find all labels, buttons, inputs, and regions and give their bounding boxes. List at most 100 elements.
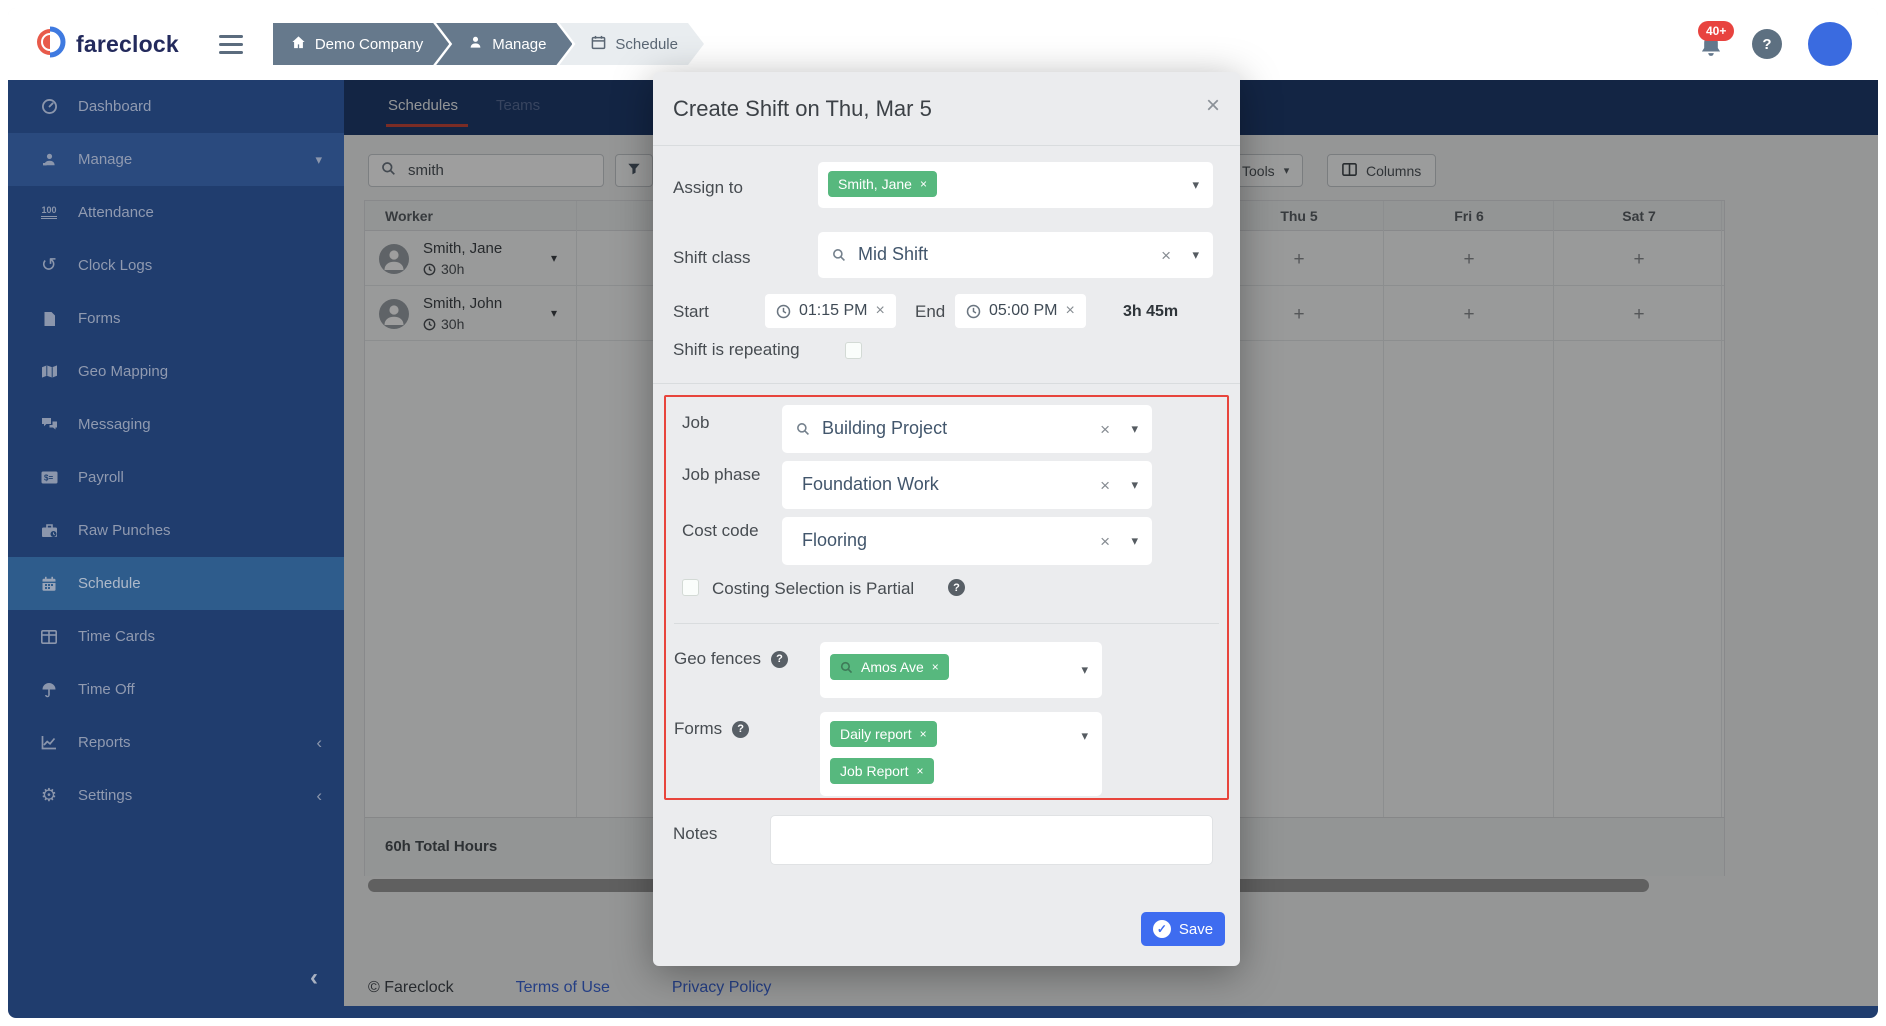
- costing-partial-label: Costing Selection is Partial: [712, 579, 915, 598]
- cost-code-field[interactable]: Flooring × ▾: [782, 517, 1152, 565]
- active-tab-underline: [386, 124, 468, 127]
- add-shift-cell[interactable]: +: [1293, 304, 1305, 325]
- notifications-bell-icon[interactable]: 40+: [1696, 21, 1735, 59]
- sidebar-collapse-icon[interactable]: ‹: [310, 964, 318, 991]
- breadcrumb-manage[interactable]: Manage: [436, 23, 572, 65]
- shift-duration: 3h 45m: [1123, 303, 1179, 320]
- sidebar-item-forms[interactable]: Forms: [8, 292, 344, 345]
- briefcase-clock-icon: [38, 523, 60, 538]
- sidebar-item-clock-logs[interactable]: ↺ Clock Logs: [8, 239, 344, 292]
- chevron-left-icon: ‹: [316, 732, 322, 752]
- columns-button[interactable]: Columns: [1327, 154, 1437, 187]
- terms-of-use-link[interactable]: Terms of Use: [515, 979, 610, 996]
- remove-tag-icon[interactable]: ×: [919, 177, 927, 191]
- brand-name: fareclock: [76, 30, 179, 57]
- add-shift-cell[interactable]: +: [1463, 304, 1475, 325]
- start-label: Start: [673, 302, 709, 321]
- notes-input[interactable]: [770, 815, 1213, 865]
- shift-class-field[interactable]: Mid Shift × ▾: [818, 232, 1213, 278]
- sidebar-item-payroll[interactable]: $= Payroll: [8, 451, 344, 504]
- start-time-value: 01:15 PM: [799, 302, 868, 319]
- privacy-policy-link[interactable]: Privacy Policy: [671, 979, 772, 996]
- sidebar-item-dashboard[interactable]: Dashboard: [8, 80, 344, 133]
- sidebar-item-time-off[interactable]: Time Off: [8, 663, 344, 716]
- caret-down-icon[interactable]: ▾: [1192, 177, 1199, 192]
- add-shift-cell[interactable]: +: [1293, 249, 1305, 270]
- manage-person-icon: [38, 152, 60, 168]
- start-time-picker[interactable]: 01:15 PM ×: [765, 294, 896, 328]
- payment-card-icon: $=: [38, 471, 60, 484]
- caret-down-icon[interactable]: ▾: [1131, 533, 1138, 548]
- sidebar-item-messaging[interactable]: Messaging: [8, 398, 344, 451]
- breadcrumb-schedule[interactable]: Schedule: [559, 23, 704, 65]
- help-icon[interactable]: ?: [732, 720, 750, 738]
- filter-button[interactable]: [615, 154, 653, 187]
- caret-down-icon[interactable]: ▾: [1081, 728, 1088, 743]
- job-field[interactable]: Building Project × ▾: [782, 405, 1152, 453]
- caret-down-icon[interactable]: ▾: [1131, 421, 1138, 436]
- column-divider: [576, 201, 577, 875]
- caret-down-icon[interactable]: ▾: [1081, 662, 1088, 677]
- sidebar-item-geo-mapping[interactable]: Geo Mapping: [8, 345, 344, 398]
- clear-icon[interactable]: ×: [875, 302, 885, 319]
- row-caret-icon[interactable]: ▾: [551, 306, 558, 320]
- sidebar-item-schedule[interactable]: Schedule: [8, 557, 344, 610]
- worker-name: Smith, Jane: [423, 240, 503, 257]
- add-shift-cell[interactable]: +: [1463, 249, 1475, 270]
- assign-to-label: Assign to: [673, 178, 743, 197]
- sidebar-item-settings[interactable]: ⚙ Settings ‹: [8, 769, 344, 822]
- tools-button[interactable]: Tools ▾: [1228, 154, 1304, 187]
- document-icon: [38, 311, 60, 327]
- chat-bubbles-icon: [38, 417, 60, 432]
- tab-teams[interactable]: Teams: [496, 97, 541, 114]
- save-button[interactable]: ✓ Save: [1141, 912, 1225, 946]
- sidebar-item-raw-punches[interactable]: Raw Punches: [8, 504, 344, 557]
- job-label: Job: [682, 413, 710, 432]
- clear-icon[interactable]: ×: [1161, 246, 1171, 265]
- user-avatar[interactable]: [1808, 22, 1852, 66]
- clear-icon[interactable]: ×: [1100, 420, 1110, 439]
- sidebar-item-manage[interactable]: Manage ▾: [8, 133, 344, 186]
- job-phase-label: Job phase: [682, 465, 761, 484]
- clear-icon[interactable]: ×: [1065, 302, 1075, 319]
- sidebar-item-attendance[interactable]: 100 Attendance: [8, 186, 344, 239]
- assignee-tag: Smith, Jane ×: [828, 171, 937, 197]
- clear-icon[interactable]: ×: [1100, 476, 1110, 495]
- geo-fences-field[interactable]: Amos Ave × ▾: [820, 642, 1102, 698]
- app-window: fareclock Demo Company Manage Schedule: [8, 8, 1878, 1018]
- end-time-picker[interactable]: 05:00 PM ×: [955, 294, 1086, 328]
- clock-icon: [966, 304, 981, 318]
- help-icon[interactable]: ?: [1752, 29, 1782, 59]
- clear-icon[interactable]: ×: [1100, 532, 1110, 551]
- chevron-left-icon: ‹: [316, 785, 322, 805]
- sidebar-item-time-cards[interactable]: Time Cards: [8, 610, 344, 663]
- tab-schedules[interactable]: Schedules: [388, 97, 459, 114]
- close-icon[interactable]: ×: [1205, 92, 1220, 119]
- remove-tag-icon[interactable]: ×: [919, 727, 927, 741]
- search-input[interactable]: smith: [368, 154, 604, 187]
- breadcrumb-demo-company[interactable]: Demo Company: [273, 23, 449, 65]
- menu-toggle-icon[interactable]: [218, 34, 243, 54]
- costing-partial-checkbox[interactable]: [682, 579, 699, 596]
- add-shift-cell[interactable]: +: [1633, 249, 1645, 270]
- remove-tag-icon[interactable]: ×: [931, 660, 939, 674]
- add-shift-cell[interactable]: +: [1633, 304, 1645, 325]
- assign-to-field[interactable]: Smith, Jane × ▾: [818, 162, 1213, 208]
- caret-down-icon[interactable]: ▾: [1192, 247, 1199, 262]
- row-caret-icon[interactable]: ▾: [551, 251, 558, 265]
- sidebar-item-reports[interactable]: Reports ‹: [8, 716, 344, 769]
- forms-field[interactable]: Daily report × Job Report × ▾: [820, 712, 1102, 796]
- dashboard-icon: [38, 98, 60, 115]
- help-icon[interactable]: ?: [948, 579, 965, 596]
- caret-down-icon[interactable]: ▾: [1131, 477, 1138, 492]
- remove-tag-icon[interactable]: ×: [916, 764, 924, 778]
- job-phase-field[interactable]: Foundation Work × ▾: [782, 461, 1152, 509]
- caret-down-icon: ▾: [1283, 165, 1290, 177]
- repeating-checkbox[interactable]: [845, 342, 862, 359]
- sidebar-nav: Dashboard Manage ▾ 100 Attendance ↺ Cloc…: [8, 80, 344, 1006]
- brand-logo[interactable]: fareclock: [34, 26, 179, 63]
- calendar-icon: [38, 576, 60, 592]
- search-value: smith: [408, 162, 444, 179]
- help-icon[interactable]: ?: [770, 650, 788, 668]
- column-divider: [1383, 201, 1384, 875]
